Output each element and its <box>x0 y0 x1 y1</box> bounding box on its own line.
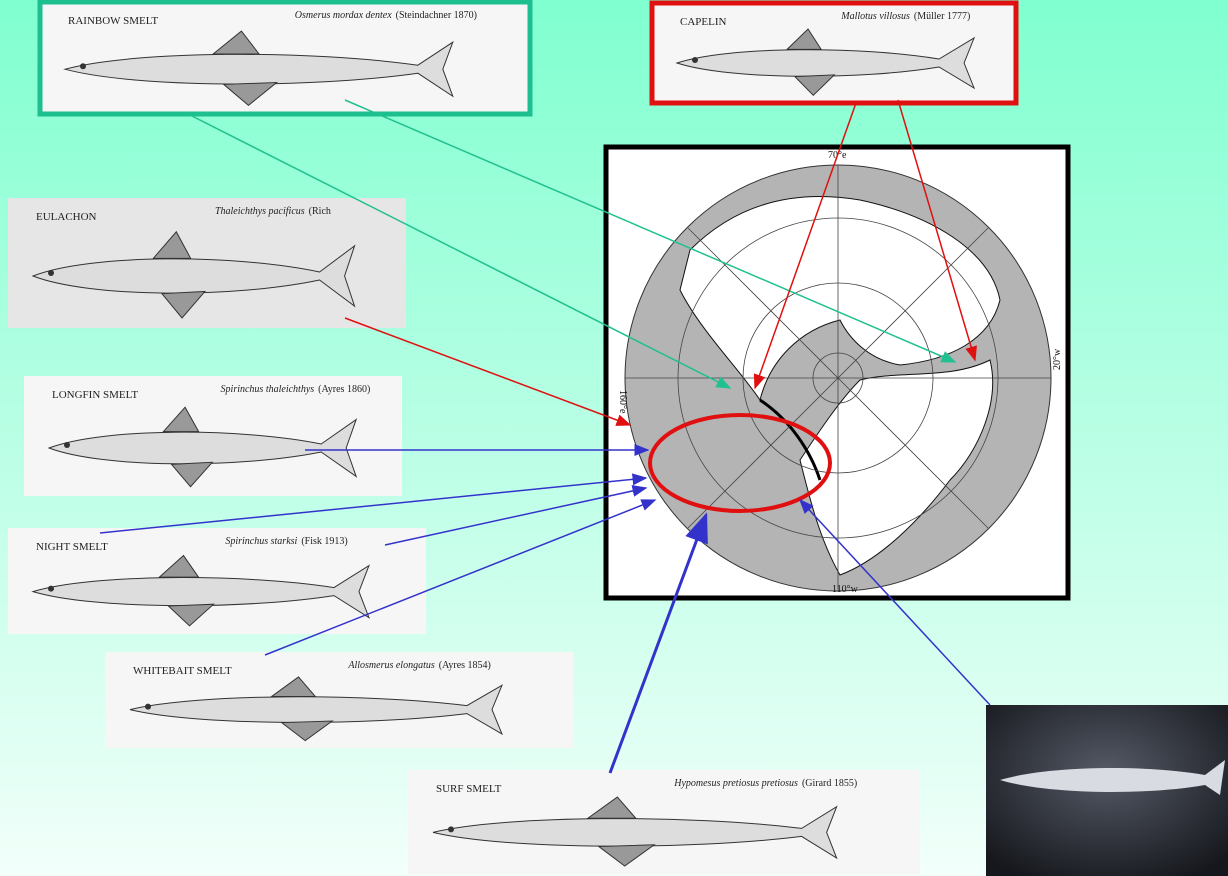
map: 70°e 20°w 160°e 110°w <box>603 144 1071 601</box>
fish-name: CAPELIN <box>680 16 727 28</box>
eye <box>80 63 86 70</box>
fish-name: WHITEBAIT SMELT <box>133 665 232 677</box>
author: (Rich <box>309 206 331 217</box>
author: (Ayres 1860) <box>318 384 370 395</box>
fin <box>162 406 200 433</box>
arrow <box>608 512 708 774</box>
fin <box>269 676 317 698</box>
fish-body <box>47 418 358 478</box>
scientific-name: Spirinchus starksi <box>225 536 297 547</box>
fin <box>280 720 334 742</box>
fin <box>158 554 200 578</box>
map-label: 160°e <box>617 390 628 414</box>
scientific-name: Osmerus mordax dentex <box>295 10 392 21</box>
map-label: 110°w <box>832 584 859 595</box>
fish-body <box>31 564 370 619</box>
fish-panel: RAINBOW SMELT Osmerus mordax dentex (Stein… <box>37 0 533 117</box>
fin <box>211 30 261 55</box>
fish-body <box>31 244 356 308</box>
arrow <box>189 114 732 389</box>
author: (Ayres 1854) <box>439 660 491 671</box>
eye <box>64 442 70 448</box>
land <box>679 196 1001 402</box>
arrow <box>384 485 648 546</box>
eye <box>145 703 151 710</box>
fish-name: LONGFIN SMELT <box>52 389 138 401</box>
fin <box>586 796 637 819</box>
scientific-name: Hypomesus pretiosus pretiosus <box>673 778 798 789</box>
scientific-name: Allosmerus elongatus <box>347 660 434 671</box>
fish-panel: LONGFIN SMELT Spirinchus thaleichthys (Ayr… <box>24 376 402 496</box>
fish-name: NIGHT SMELT <box>36 541 108 553</box>
fish-panel: CAPELIN Mallotus villosus (Müller 1777) <box>649 0 1019 106</box>
fin <box>793 74 836 97</box>
fin <box>160 290 207 319</box>
arrow <box>897 99 977 362</box>
land <box>799 359 994 576</box>
fin <box>152 230 192 259</box>
arrow <box>753 102 857 390</box>
eye <box>692 57 698 63</box>
fish-panel: EULACHON Thaleichthys pacificus (Rich <box>8 198 406 328</box>
fish-name: SURF SMELT <box>436 783 502 795</box>
fin <box>597 844 656 867</box>
fish-name: EULACHON <box>36 211 97 223</box>
region-ellipse <box>648 413 832 513</box>
fish-body <box>675 36 976 90</box>
author: (Müller 1777) <box>914 11 970 22</box>
author: (Girard 1855) <box>802 778 857 789</box>
fish-panel: WHITEBAIT SMELT Allosmerus elongatus (Ayre… <box>105 652 573 748</box>
scientific-name: Mallotus villosus <box>840 11 910 22</box>
scientific-name: Spirinchus thaleichthys <box>221 384 315 395</box>
arrow <box>264 499 657 656</box>
fish-body <box>63 40 454 98</box>
fish-name: RAINBOW SMELT <box>68 15 158 27</box>
scientific-name: Thaleichthys pacificus <box>215 206 305 217</box>
arrow <box>344 99 957 363</box>
fish-panel: SURF SMELT Hypomesus pretiosus pretiosus (… <box>408 770 920 874</box>
fin <box>170 461 214 488</box>
fish-body <box>432 805 838 860</box>
arrow <box>344 317 632 426</box>
arrow <box>99 473 648 534</box>
fin <box>785 28 823 50</box>
eye <box>48 585 54 592</box>
fin <box>167 603 215 627</box>
author: (Steindachner 1870) <box>396 10 477 21</box>
fish-panel: NIGHT SMELT Spirinchus starksi (Fisk 1913) <box>8 528 426 634</box>
photo-fish <box>1000 760 1225 795</box>
map-label: 20°w <box>1052 348 1063 370</box>
fish-body <box>129 684 503 736</box>
eye <box>448 826 454 833</box>
author: (Fisk 1913) <box>301 536 347 547</box>
fin <box>222 81 279 107</box>
graticule <box>625 165 1051 591</box>
arrow <box>798 498 991 706</box>
eye <box>48 270 54 276</box>
